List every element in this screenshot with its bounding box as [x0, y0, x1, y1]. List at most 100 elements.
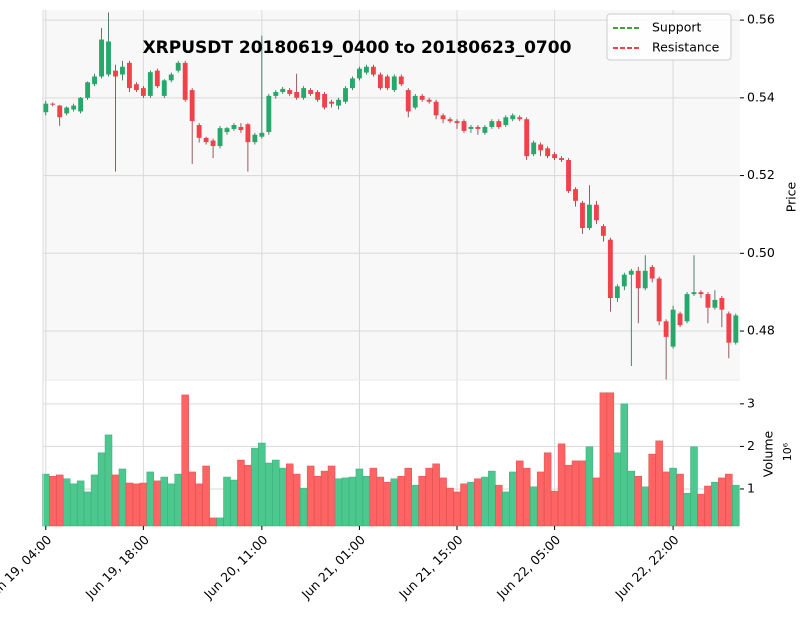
- volume-bar: [411, 484, 419, 527]
- legend: Support Resistance: [606, 13, 732, 61]
- candle-body: [238, 126, 244, 131]
- candle-body: [203, 137, 209, 143]
- candle-body: [301, 88, 307, 98]
- candle-body: [133, 84, 139, 91]
- volume-bar: [244, 464, 252, 527]
- candle-body: [168, 74, 174, 81]
- volume-bar: [55, 474, 64, 527]
- candle-body: [461, 121, 467, 131]
- candle-body: [517, 117, 523, 120]
- candle-body: [670, 309, 676, 347]
- grid: [43, 10, 740, 526]
- volume-bar: [83, 491, 92, 527]
- candle-body: [698, 292, 704, 295]
- volume-bar: [732, 484, 740, 527]
- candle-body: [175, 62, 181, 71]
- candle-body: [719, 297, 725, 310]
- volume-bar: [564, 464, 573, 527]
- candle-body: [677, 313, 683, 326]
- candle-body: [454, 121, 460, 124]
- volume-bar: [237, 459, 245, 527]
- volume-bar: [125, 482, 134, 527]
- volume-bar: [578, 460, 587, 527]
- candle-body: [419, 95, 425, 100]
- volume-bar: [509, 471, 517, 527]
- y-tick-label: 0.50: [747, 245, 775, 260]
- candle-body: [259, 132, 265, 137]
- candle-body: [92, 76, 98, 85]
- volume-bar: [669, 467, 677, 527]
- volume-bar: [327, 465, 336, 527]
- candle-body: [294, 92, 300, 98]
- candle-body: [273, 92, 279, 96]
- candle-body: [405, 90, 411, 112]
- y-tick-label: 1: [747, 480, 755, 495]
- candle-body: [120, 66, 125, 75]
- candle-body: [57, 105, 63, 118]
- candle-body: [280, 88, 286, 93]
- candle-body: [600, 226, 606, 236]
- volume-bar: [320, 470, 329, 527]
- candle-body: [538, 144, 544, 151]
- volume-bar: [279, 467, 287, 527]
- chart-title: XRPUSDT 20180619_0400 to 20180623_0700: [143, 38, 572, 58]
- candle-body: [705, 294, 711, 308]
- volume-bar: [383, 481, 392, 527]
- candle-body: [71, 105, 77, 110]
- candle-body: [426, 99, 432, 102]
- candle-body: [496, 121, 502, 127]
- volume-bar: [571, 460, 580, 527]
- y-tick-label: 0.56: [747, 12, 775, 27]
- volume-bar: [272, 459, 280, 527]
- x-tick-label: Jun 20, 11:00: [200, 532, 270, 602]
- volume-bar: [495, 484, 503, 527]
- volume-bar: [146, 471, 155, 527]
- volume-bar: [634, 475, 642, 527]
- volume-bar: [502, 491, 510, 527]
- candle-body: [356, 68, 362, 79]
- volume-bar: [369, 467, 378, 527]
- volume-bar: [418, 475, 426, 527]
- volume-bar: [592, 477, 601, 527]
- volume-bar: [690, 446, 698, 527]
- volume-bar: [557, 443, 566, 527]
- volume-bar: [439, 477, 447, 527]
- candle-body: [224, 128, 230, 133]
- volume-bar: [474, 478, 482, 527]
- candle-body: [663, 321, 669, 337]
- volume-bar: [104, 434, 113, 527]
- candle-body: [308, 90, 314, 94]
- candle-body: [475, 126, 481, 129]
- candle-body: [377, 74, 383, 89]
- volume-bar: [153, 480, 162, 527]
- volume-bar: [683, 492, 691, 527]
- candle-body: [468, 126, 474, 129]
- candle-body: [245, 124, 251, 143]
- volume-bar: [97, 452, 106, 527]
- volume-bar: [522, 467, 531, 527]
- volume-bar: [543, 452, 552, 527]
- volume-bar: [432, 463, 440, 527]
- candle-body: [50, 103, 56, 105]
- candle-body: [412, 95, 418, 108]
- volume-bar: [118, 468, 127, 527]
- candle-body: [161, 80, 167, 96]
- volume-bar: [111, 474, 120, 527]
- candle-body: [447, 119, 453, 122]
- candle-body: [482, 126, 488, 133]
- volume-bar: [49, 475, 57, 527]
- volume-bar: [258, 442, 266, 527]
- x-tick-label: Jun 21, 01:00: [298, 532, 368, 602]
- volume-bar: [216, 517, 224, 527]
- volume-bar: [209, 517, 217, 527]
- candle-body: [140, 88, 146, 96]
- x-tick-label: Jun 22, 05:00: [493, 532, 563, 602]
- volume-bar: [348, 476, 357, 527]
- volume-bar: [725, 473, 733, 527]
- volume-bar: [167, 483, 175, 527]
- candle-body: [99, 39, 104, 77]
- y-tick-label: 0.52: [747, 167, 775, 182]
- volume-bar: [174, 473, 182, 527]
- candle-body: [252, 134, 258, 143]
